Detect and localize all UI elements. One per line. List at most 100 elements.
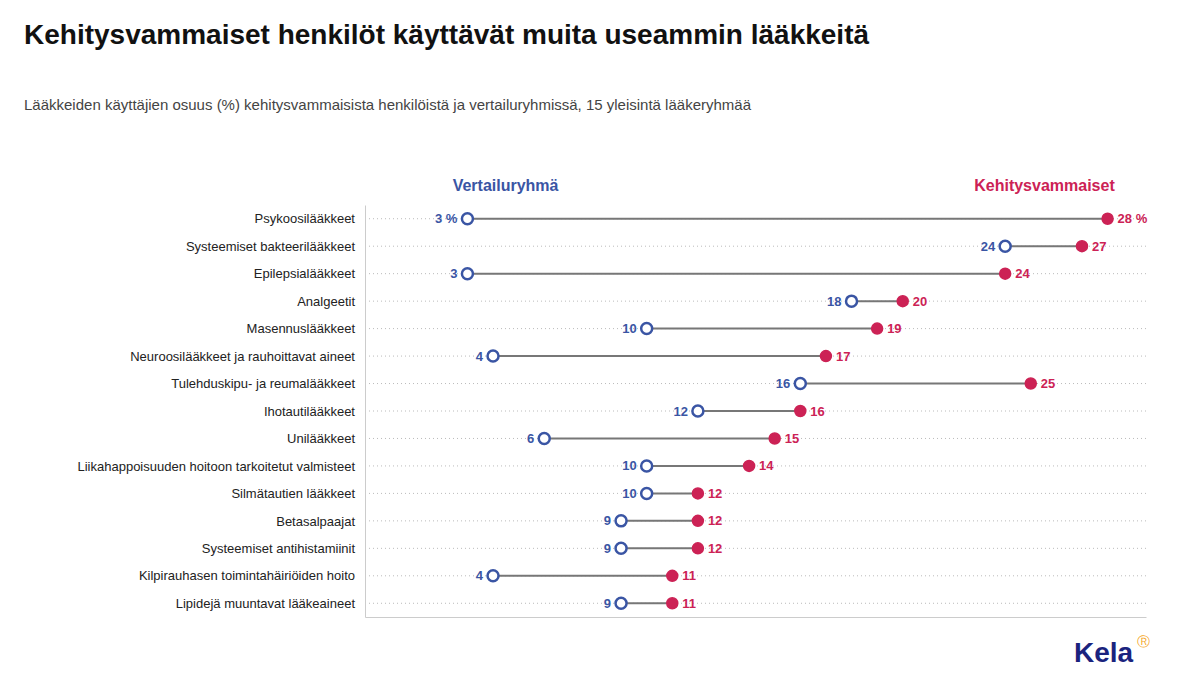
data-label: 20: [913, 294, 927, 309]
grid-line: [365, 603, 1146, 604]
connector: [621, 520, 698, 522]
dot: [667, 598, 678, 609]
connector: [544, 437, 774, 439]
y-tick-label: Lipidejä muuntavat lääkeaineet: [176, 596, 356, 611]
dot: [872, 323, 883, 334]
data-label: 9: [604, 541, 611, 556]
dot: [1000, 268, 1011, 279]
data-label: 10: [622, 458, 636, 473]
data-label: 3 %: [435, 211, 458, 226]
subtitle: Lääkkeiden käyttäjien osuus (%) kehitysv…: [24, 96, 752, 113]
y-tick-label: Epilepsialääkkeet: [254, 266, 356, 281]
dot: [462, 213, 473, 224]
dot: [667, 570, 678, 581]
dot: [744, 460, 755, 471]
data-label: 17: [836, 349, 850, 364]
grid-line: [365, 246, 1146, 247]
y-tick: Tulehduskipu- ja reumalääkkeet: [171, 376, 365, 391]
annotation: Kela: [1074, 637, 1134, 668]
series-header: Vertailuryhmä: [453, 177, 559, 194]
y-tick-label: Silmätautien lääkkeet: [231, 486, 355, 501]
connector: [621, 547, 698, 549]
dot: [462, 268, 473, 279]
connector: [647, 328, 877, 330]
y-tick: Systeemiset antihistamiinit: [202, 541, 365, 556]
dot: [616, 598, 627, 609]
grid-line: [365, 411, 1146, 412]
connector: [493, 575, 672, 577]
y-tick-label: Liikahappoisuuden hoitoon tarkoitetut va…: [77, 459, 355, 474]
dot: [897, 296, 908, 307]
y-tick: Liikahappoisuuden hoitoon tarkoitetut va…: [77, 459, 365, 474]
y-tick-label: Analgeetit: [297, 294, 355, 309]
dot: [846, 296, 857, 307]
marks: [462, 213, 1113, 609]
data-label: 14: [759, 458, 774, 473]
data-label: 15: [785, 431, 799, 446]
connector: [852, 300, 903, 302]
data-label: 27: [1092, 239, 1106, 254]
data-label: 11: [682, 596, 696, 611]
y-tick-label: Kilpirauhasen toimintahäiriöiden hoito: [139, 568, 355, 583]
y-tick: Neuroosilääkkeet ja rauhoittavat aineet: [130, 349, 365, 364]
y-tick: Psykoosilääkkeet: [255, 211, 365, 226]
dot: [795, 378, 806, 389]
dot: [1102, 213, 1113, 224]
y-axis-line: [365, 206, 366, 618]
dot: [616, 515, 627, 526]
y-tick: Unilääkkeet: [287, 431, 365, 446]
y-tick-label: Unilääkkeet: [287, 431, 355, 446]
dot: [820, 351, 831, 362]
y-tick-label: Systeemiset antihistamiinit: [202, 541, 356, 556]
dot: [488, 570, 499, 581]
y-tick: Betasalpaajat: [276, 514, 365, 529]
grid-line: [365, 301, 1146, 302]
data-label: 24: [981, 239, 996, 254]
data-label: 12: [673, 404, 687, 419]
data-label: 10: [622, 321, 636, 336]
y-tick-label: Ihotautilääkkeet: [264, 404, 355, 419]
title: Kehitysvammaiset henkilöt käyttävät muit…: [24, 19, 869, 50]
connector: [621, 602, 672, 604]
dot: [692, 488, 703, 499]
connector: [800, 383, 1030, 385]
y-tick: Lipidejä muuntavat lääkeaineet: [176, 596, 365, 611]
dot: [795, 406, 806, 417]
y-tick: Epilepsialääkkeet: [254, 266, 365, 281]
data-label: 4: [476, 349, 484, 364]
dot: [616, 543, 627, 554]
data-label: 16: [810, 404, 824, 419]
dot: [1025, 378, 1036, 389]
y-tick-label: Systeemiset bakteerilääkkeet: [186, 239, 355, 254]
y-tick: Analgeetit: [297, 294, 365, 309]
y-tick-label: Tulehduskipu- ja reumalääkkeet: [171, 376, 355, 391]
data-label: 9: [604, 513, 611, 528]
chart: Kehitysvammaiset henkilöt käyttävät muit…: [0, 0, 1200, 675]
dot: [641, 323, 652, 334]
connector: [647, 492, 698, 494]
y-tick: Masennuslääkkeet: [247, 321, 365, 336]
data-label: 12: [708, 541, 722, 556]
y-tick-label: Betasalpaajat: [276, 514, 355, 529]
data-label: 12: [708, 486, 722, 501]
series-header: Kehitysvammaiset: [974, 177, 1115, 194]
grid-line: [365, 520, 1146, 521]
grid-line: [365, 328, 1146, 329]
connector: [467, 273, 1005, 275]
dot: [539, 433, 550, 444]
grid-line: [365, 218, 1146, 219]
y-tick: Ihotautilääkkeet: [264, 404, 365, 419]
data-label: 11: [682, 568, 696, 583]
dot: [692, 406, 703, 417]
y-tick-label: Psykoosilääkkeet: [255, 211, 356, 226]
connector: [467, 218, 1107, 220]
y-axis: Psykoosilääkkeet Systeemiset bakteerilääk…: [77, 206, 365, 618]
data-label: 18: [827, 294, 841, 309]
data-label: 4: [476, 568, 484, 583]
data-label: 25: [1041, 376, 1055, 391]
dot: [769, 433, 780, 444]
dot: [1076, 241, 1087, 252]
plot-area: Psykoosilääkkeet Systeemiset bakteerilääk…: [77, 177, 1147, 618]
connector: [1005, 245, 1082, 247]
dot: [1000, 241, 1011, 252]
